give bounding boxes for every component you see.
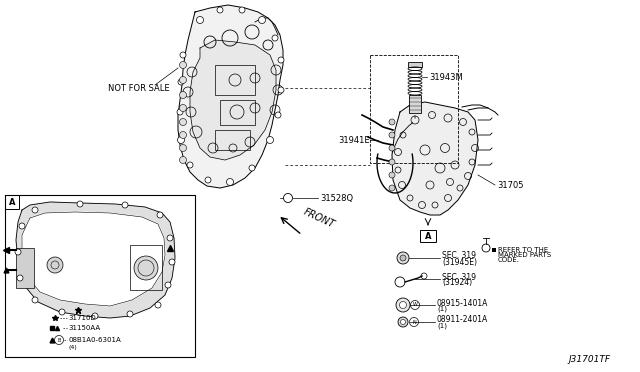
Polygon shape xyxy=(22,212,165,306)
Circle shape xyxy=(165,282,171,288)
Bar xyxy=(5,195,195,357)
Bar xyxy=(220,100,255,125)
Circle shape xyxy=(398,317,408,327)
Text: A: A xyxy=(425,231,431,241)
Circle shape xyxy=(389,159,395,165)
Text: 08B1A0-6301A: 08B1A0-6301A xyxy=(68,337,121,343)
Circle shape xyxy=(77,201,83,207)
Circle shape xyxy=(399,301,406,308)
Text: (4): (4) xyxy=(68,344,77,350)
Circle shape xyxy=(187,162,193,168)
Circle shape xyxy=(177,137,184,144)
Circle shape xyxy=(396,298,410,312)
Text: CODE.: CODE. xyxy=(498,257,520,263)
Circle shape xyxy=(272,35,278,41)
Circle shape xyxy=(266,137,273,144)
Text: 08911-2401A: 08911-2401A xyxy=(437,315,488,324)
Text: 31943M: 31943M xyxy=(429,73,463,81)
Circle shape xyxy=(227,179,234,186)
Bar xyxy=(420,230,436,242)
Circle shape xyxy=(47,257,63,273)
Circle shape xyxy=(389,132,395,138)
Text: 31528Q: 31528Q xyxy=(320,193,353,202)
Circle shape xyxy=(17,275,23,281)
Circle shape xyxy=(249,165,255,171)
Circle shape xyxy=(32,207,38,213)
Circle shape xyxy=(278,57,284,63)
Text: 31705: 31705 xyxy=(497,180,524,189)
Polygon shape xyxy=(392,102,478,215)
Text: 08915-1401A: 08915-1401A xyxy=(437,298,488,308)
Circle shape xyxy=(179,105,186,112)
Text: NOT FOR SALE: NOT FOR SALE xyxy=(108,83,170,93)
Circle shape xyxy=(15,249,21,255)
Circle shape xyxy=(217,7,223,13)
Circle shape xyxy=(275,112,281,118)
Circle shape xyxy=(178,79,184,85)
Circle shape xyxy=(19,223,25,229)
Circle shape xyxy=(180,52,186,58)
Circle shape xyxy=(179,61,186,68)
Circle shape xyxy=(389,172,395,178)
Circle shape xyxy=(389,145,395,151)
Circle shape xyxy=(389,119,395,125)
Circle shape xyxy=(92,313,98,319)
Circle shape xyxy=(278,87,284,93)
Bar xyxy=(5,195,19,209)
Polygon shape xyxy=(190,40,276,160)
Circle shape xyxy=(179,131,186,138)
Text: 31941E: 31941E xyxy=(339,135,370,144)
Circle shape xyxy=(259,16,266,23)
Circle shape xyxy=(400,255,406,261)
Text: SEC. 319: SEC. 319 xyxy=(442,251,476,260)
Circle shape xyxy=(122,202,128,208)
Text: W: W xyxy=(413,302,417,308)
Bar xyxy=(408,62,422,67)
Circle shape xyxy=(179,144,186,151)
Circle shape xyxy=(239,7,245,13)
Circle shape xyxy=(169,259,175,265)
Circle shape xyxy=(179,92,186,99)
Circle shape xyxy=(134,256,158,280)
Text: 31710D: 31710D xyxy=(68,315,96,321)
Text: N: N xyxy=(412,320,416,324)
Bar xyxy=(130,245,162,290)
Text: MARKED PARTS: MARKED PARTS xyxy=(498,252,551,258)
Circle shape xyxy=(32,297,38,303)
Text: A: A xyxy=(9,198,15,206)
Circle shape xyxy=(179,77,186,83)
Polygon shape xyxy=(16,202,175,318)
Circle shape xyxy=(196,16,204,23)
Circle shape xyxy=(401,320,406,324)
Circle shape xyxy=(157,212,163,218)
Text: B: B xyxy=(58,337,61,343)
Circle shape xyxy=(205,177,211,183)
Polygon shape xyxy=(178,5,283,188)
Circle shape xyxy=(179,119,186,125)
Text: REFER TO THE: REFER TO THE xyxy=(498,247,548,253)
Bar xyxy=(370,55,458,163)
Text: (1): (1) xyxy=(437,306,447,312)
Text: (31924): (31924) xyxy=(442,279,472,288)
Bar xyxy=(409,95,421,113)
Circle shape xyxy=(59,309,65,315)
Text: SEC. 319: SEC. 319 xyxy=(442,273,476,282)
Text: (1): (1) xyxy=(437,323,447,329)
Circle shape xyxy=(167,235,173,241)
Circle shape xyxy=(397,252,409,264)
Bar xyxy=(215,130,250,150)
Text: FRONT: FRONT xyxy=(302,207,337,230)
Text: 31150AA: 31150AA xyxy=(68,325,100,331)
Circle shape xyxy=(127,311,133,317)
Circle shape xyxy=(389,185,395,191)
Text: J31701TF: J31701TF xyxy=(568,356,610,365)
Circle shape xyxy=(179,157,186,164)
Bar xyxy=(215,65,255,95)
Bar xyxy=(16,248,34,288)
Circle shape xyxy=(177,109,183,115)
Text: (31945E): (31945E) xyxy=(442,257,477,266)
Bar xyxy=(492,248,496,252)
Circle shape xyxy=(155,302,161,308)
